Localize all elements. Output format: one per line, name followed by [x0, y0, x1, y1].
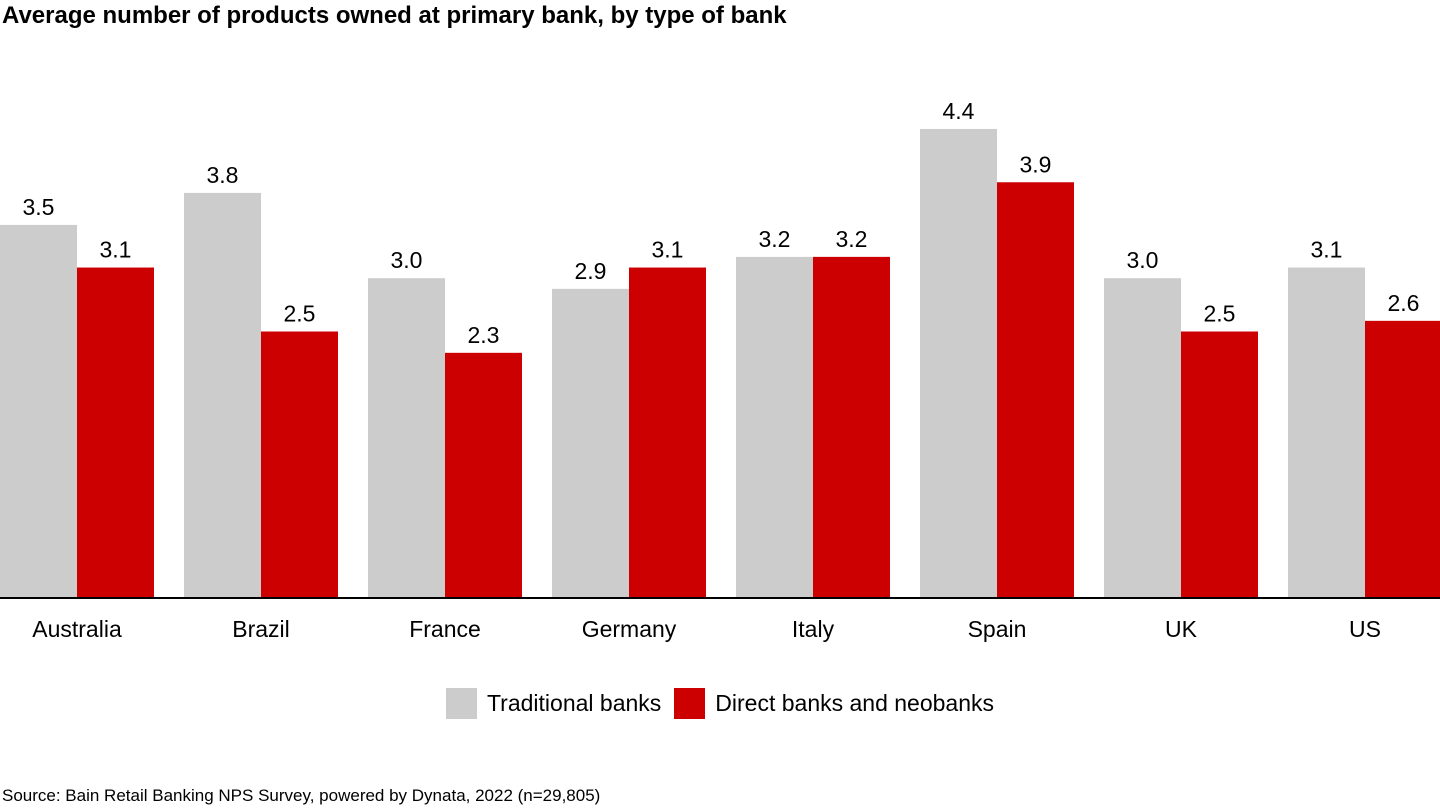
value-label-brazil-traditional: 3.8: [207, 162, 239, 188]
bar-us-traditional: [1288, 267, 1365, 598]
bar-us-direct: [1365, 320, 1440, 598]
bar-italy-direct: [813, 256, 890, 598]
bar-italy-traditional: [736, 256, 813, 598]
value-labels-layer: 3.5 3.1 3.8 2.5 3.0 2.3 2.9 3.1 3.2 3.2 4.4 3.9 3.0 2…: [23, 98, 1420, 348]
bar-spain-direct: [997, 182, 1074, 598]
value-label-uk-traditional: 3.0: [1127, 247, 1159, 273]
value-label-brazil-direct: 2.5: [284, 301, 316, 327]
bar-australia-direct: [77, 267, 154, 598]
chart-title: Average number of products owned at prim…: [2, 2, 787, 29]
bar-spain-traditional: [920, 128, 997, 598]
bar-brazil-traditional: [184, 192, 261, 599]
source-note: Source: Bain Retail Banking NPS Survey, …: [2, 786, 601, 805]
value-label-france-traditional: 3.0: [391, 247, 423, 273]
category-label-uk: UK: [1165, 616, 1198, 642]
bar-chart: 3.5 3.1 3.8 2.5 3.0 2.3 2.9 3.1 3.2 3.2 4.4 3.9 3.0 2…: [0, 98, 1440, 642]
legend-swatch-direct: [674, 687, 706, 719]
bar-france-direct: [445, 352, 522, 598]
category-labels-layer: Australia Brazil France Germany Italy Spain UK…: [32, 616, 1381, 642]
bar-brazil-direct: [261, 331, 338, 598]
bars-layer: [0, 128, 1440, 599]
bar-germany-traditional: [552, 288, 629, 598]
bar-uk-traditional: [1104, 278, 1181, 598]
value-label-us-direct: 2.6: [1388, 290, 1420, 316]
value-label-spain-direct: 3.9: [1020, 151, 1052, 177]
legend: Traditional banks Direct banks and neoba…: [0, 686, 1440, 720]
category-label-france: France: [409, 616, 481, 642]
value-label-australia-traditional: 3.5: [23, 194, 55, 220]
bar-uk-direct: [1181, 331, 1258, 598]
category-label-australia: Australia: [32, 616, 122, 642]
legend-item-traditional: Traditional banks: [445, 687, 662, 719]
category-label-us: US: [1349, 616, 1381, 642]
category-label-brazil: Brazil: [232, 616, 290, 642]
value-label-italy-traditional: 3.2: [759, 226, 791, 252]
value-label-italy-direct: 3.2: [836, 226, 868, 252]
value-label-australia-direct: 3.1: [100, 237, 132, 263]
legend-swatch-traditional: [445, 687, 477, 719]
bar-france-traditional: [368, 278, 445, 598]
legend-item-direct: Direct banks and neobanks: [674, 687, 995, 719]
category-label-spain: Spain: [968, 616, 1027, 642]
bar-germany-direct: [629, 267, 706, 598]
legend-label-traditional: Traditional banks: [486, 689, 662, 716]
value-label-germany-traditional: 2.9: [575, 258, 607, 284]
value-label-germany-direct: 3.1: [652, 237, 684, 263]
value-label-france-direct: 2.3: [468, 322, 500, 348]
value-label-spain-traditional: 4.4: [943, 98, 975, 124]
category-label-germany: Germany: [582, 616, 677, 642]
bar-australia-traditional: [0, 224, 77, 598]
category-label-italy: Italy: [792, 616, 835, 642]
value-label-us-traditional: 3.1: [1311, 237, 1343, 263]
legend-label-direct: Direct banks and neobanks: [715, 689, 995, 716]
value-label-uk-direct: 2.5: [1204, 301, 1236, 327]
